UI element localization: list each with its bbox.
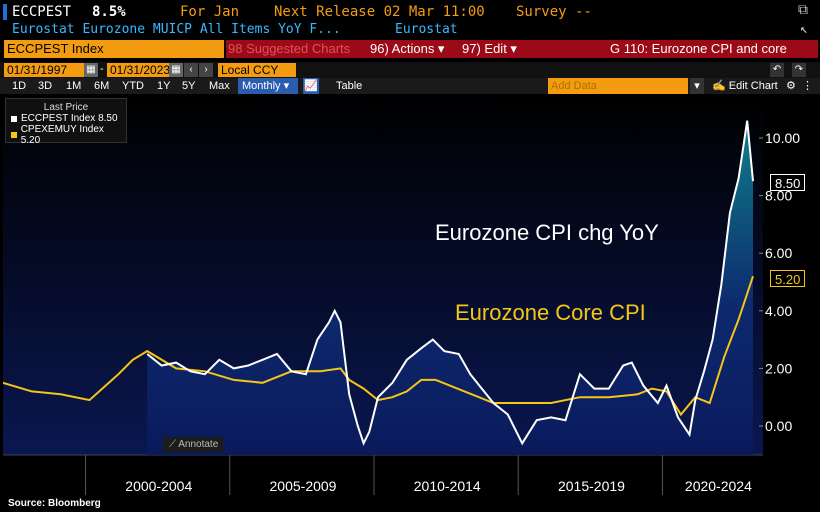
legend-item-cpi: ECCPEST Index 8.50 (11, 113, 121, 124)
next-release: Next Release 02 Mar 11:00 (274, 4, 485, 20)
actions-menu[interactable]: 96) Actions ▾ (370, 41, 445, 56)
cpi-last-value-tag: 8.50 (770, 174, 806, 191)
cpi-line (146, 120, 754, 446)
gridlines (3, 454, 763, 495)
command-bar: ECCPEST Index 98 Suggested Charts 96) Ac… (0, 40, 820, 59)
x-axis-label: 2020-2024 (685, 478, 752, 494)
redo-icon[interactable]: ↷ (792, 63, 806, 77)
y-tick-label: 0.00 (765, 418, 792, 434)
legend-swatch-core (11, 132, 17, 138)
start-calendar-icon[interactable]: ▦ (84, 63, 98, 77)
chart-canvas[interactable]: 10.00 8.00 6.00 4.00 2.00 0.00 2000-2004 2005-… (3, 95, 819, 500)
cursor-icon: ↖ (800, 22, 808, 37)
suggested-charts-button[interactable]: 98 Suggested Charts (228, 41, 351, 56)
security-description: Eurostat Eurozone MUICP All Items YoY F.… (12, 22, 341, 37)
x-axis-labels: 2000-2004 2005-2009 2010-2014 2015-2019 2020… (125, 478, 752, 494)
x-axis-label: 2000-2004 (125, 478, 192, 494)
y-tick-label: 6.00 (765, 245, 792, 261)
period-ytd[interactable]: YTD (122, 80, 144, 92)
prev-range-button[interactable]: ‹ (184, 63, 198, 77)
core-annotation: Eurozone Core CPI (455, 300, 646, 325)
start-date-input[interactable]: 01/31/1997 (4, 63, 84, 77)
annotate-button[interactable]: ⟋ Annotate (163, 437, 223, 452)
source-label: Source: Bloomberg (8, 498, 101, 509)
ticker-value: 8.5% (92, 4, 126, 20)
y-tick-label: 2.00 (765, 360, 792, 376)
legend-swatch-cpi (11, 115, 17, 122)
ticker-header: ECCPEST 8.5% For Jan Next Release 02 Mar… (0, 2, 820, 22)
ticker-symbol[interactable]: ECCPEST (12, 4, 72, 20)
ticker-input[interactable]: ECCPEST Index (4, 40, 224, 58)
period-bar: 1D 3D 1M 6M YTD 1Y 5Y Max Monthly ▾ 📈 Ta… (0, 78, 820, 94)
x-axis-label: 2005-2009 (270, 478, 337, 494)
period-1d[interactable]: 1D (12, 80, 27, 92)
period-1y[interactable]: 1Y (157, 80, 171, 92)
add-data-dropdown[interactable]: ▾ (690, 78, 704, 94)
period-max[interactable]: Max (209, 80, 230, 92)
x-axis-label: 2010-2014 (414, 478, 481, 494)
core-cpi-line (3, 275, 754, 417)
y-tick-label: 8.00 (765, 188, 792, 204)
period-1m[interactable]: 1M (66, 80, 82, 92)
edit-chart-button[interactable]: ✍ Edit Chart (712, 80, 778, 92)
x-axis-label: 2015-2019 (558, 478, 625, 494)
more-icon[interactable]: ⋮ (802, 80, 813, 92)
next-range-button[interactable]: › (199, 63, 213, 77)
date-range-bar: 01/31/1997 ▦ - 01/31/2023 ▦ ‹ › Local CC… (0, 62, 820, 78)
legend-label-cpi: ECCPEST Index 8.50 (21, 113, 118, 124)
table-view-button[interactable]: Table (336, 80, 363, 92)
source-name: Eurostat (395, 22, 458, 37)
chart-title: G 110: Eurozone CPI and core (610, 41, 787, 56)
range-dash: - (100, 63, 104, 75)
add-data-input[interactable]: Add Data (548, 78, 688, 94)
period-6m[interactable]: 6M (94, 80, 110, 92)
currency-select[interactable]: Local CCY (218, 63, 296, 77)
ticker-marker (3, 4, 7, 20)
description-row: Eurostat Eurozone MUICP All Items YoY F.… (0, 22, 820, 38)
core-last-value-tag: 5.20 (770, 270, 806, 287)
legend-item-core: CPEXEMUY Index 5.20 (11, 124, 121, 146)
command-bar-background (226, 40, 818, 58)
frequency-select[interactable]: Monthly ▾ (238, 78, 298, 94)
legend-label-core: CPEXEMUY Index 5.20 (20, 124, 104, 146)
period-5y[interactable]: 5Y (182, 80, 196, 92)
end-calendar-icon[interactable]: ▦ (169, 63, 183, 77)
legend-header: Last Price (43, 102, 89, 113)
for-label: For Jan (180, 4, 240, 20)
settings-icon[interactable]: ⚙ (786, 80, 796, 92)
edit-menu[interactable]: 97) Edit ▾ (462, 41, 517, 56)
undo-icon[interactable]: ↶ (770, 63, 784, 77)
popout-icon[interactable]: ⧉ (798, 2, 808, 18)
end-date-input[interactable]: 01/31/2023 (107, 63, 179, 77)
chart-type-icon[interactable]: 📈 (303, 78, 319, 94)
legend[interactable]: Last Price ECCPEST Index 8.50 CPEXEMUY I… (5, 98, 127, 146)
y-axis-ticks: 10.00 8.00 6.00 4.00 2.00 0.00 (759, 130, 800, 434)
y-tick-label: 4.00 (765, 303, 792, 319)
survey: Survey -- (516, 4, 592, 20)
y-tick-label: 10.00 (765, 130, 800, 146)
cpi-annotation: Eurozone CPI chg YoY (435, 220, 659, 245)
period-3d[interactable]: 3D (38, 80, 53, 92)
